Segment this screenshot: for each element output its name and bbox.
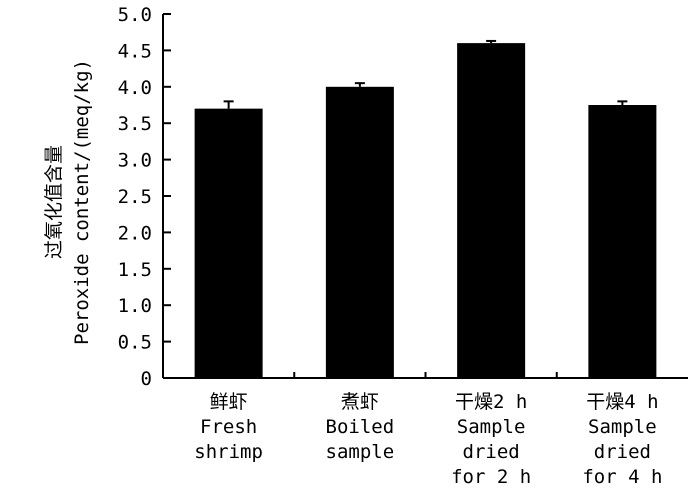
y-axis-title-english: Peroxide content/(meq/kg) bbox=[71, 59, 93, 345]
error-bars bbox=[223, 39, 628, 109]
category-label: Sample bbox=[457, 416, 526, 438]
y-tick-label: 5.0 bbox=[118, 4, 152, 26]
y-axis-title: 过氧化值含量 Peroxide content/(meq/kg) bbox=[43, 59, 93, 345]
bar bbox=[588, 105, 657, 378]
bars bbox=[194, 43, 657, 379]
bar bbox=[194, 108, 263, 378]
y-tick-label: 4.0 bbox=[118, 77, 152, 99]
y-tick-label: 0.5 bbox=[118, 332, 152, 354]
category-label: for 2 h bbox=[451, 466, 531, 488]
category-label: 干燥2 h bbox=[455, 391, 527, 413]
y-tick-label: 1.5 bbox=[118, 259, 152, 281]
y-tick-label: 3.5 bbox=[118, 113, 152, 135]
y-tick-label: 0 bbox=[141, 368, 152, 390]
category-label: 鲜虾 bbox=[210, 391, 248, 413]
category-label: 干燥4 h bbox=[586, 391, 658, 413]
y-axis-title-chinese: 过氧化值含量 bbox=[43, 145, 65, 259]
category-label: Fresh bbox=[200, 416, 257, 438]
category-label: sample bbox=[326, 441, 395, 463]
category-label: Sample bbox=[588, 416, 657, 438]
category-label: dried bbox=[463, 441, 520, 463]
y-tick-label: 4.5 bbox=[118, 40, 152, 62]
category-label: for 4 h bbox=[582, 466, 662, 488]
y-tick-label: 2.5 bbox=[118, 186, 152, 208]
category-label: shrimp bbox=[194, 441, 263, 463]
category-label: Boiled bbox=[326, 416, 395, 438]
y-tick-label: 1.0 bbox=[118, 295, 152, 317]
bar bbox=[457, 43, 526, 379]
y-tick-label: 3.0 bbox=[118, 150, 152, 172]
category-label: dried bbox=[594, 441, 651, 463]
bar bbox=[325, 86, 394, 379]
category-label: 煮虾 bbox=[341, 391, 379, 413]
y-tick-label: 2.0 bbox=[118, 222, 152, 244]
category-labels: 鲜虾 Fresh shrimp 煮虾 Boiled sample 干燥2 h Sample dr… bbox=[194, 372, 662, 488]
y-axis-ticks: 0 0.5 1.0 1.5 2.0 2.5 3.0 3.5 4.0 4.5 5.0 bbox=[118, 4, 171, 390]
